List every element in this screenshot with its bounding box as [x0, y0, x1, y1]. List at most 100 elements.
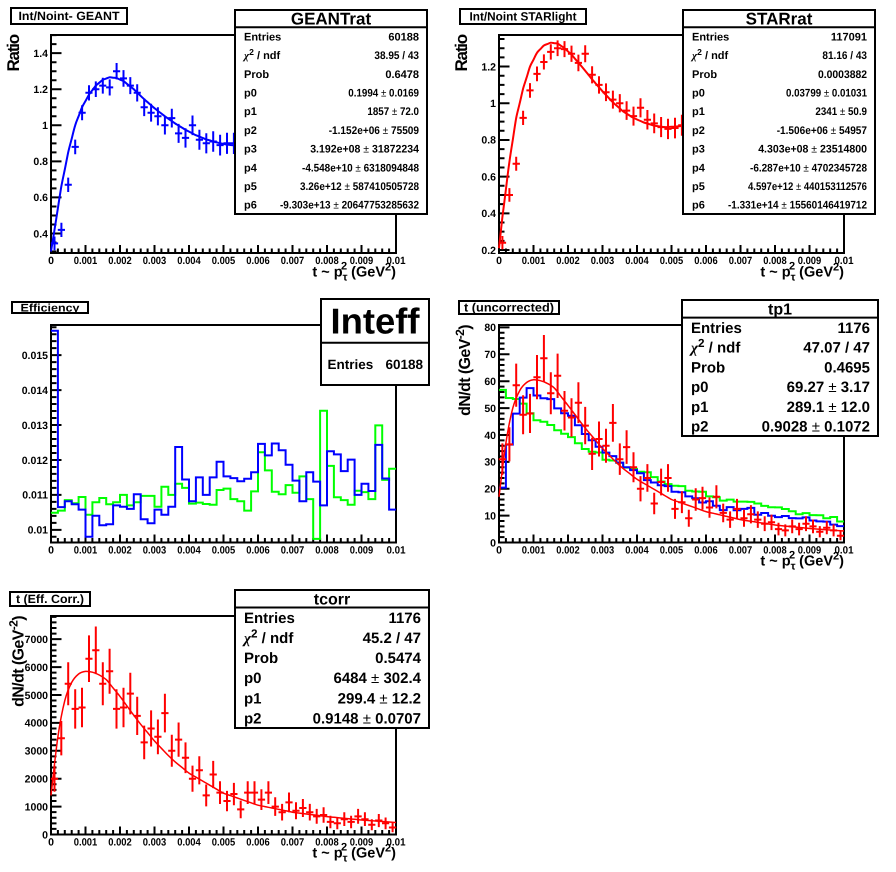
svg-text:Entries: Entries [244, 32, 281, 44]
svg-text:0: 0 [48, 837, 54, 849]
svg-text:GEANTrat: GEANTrat [291, 10, 372, 29]
svg-text:0.4695: 0.4695 [824, 359, 870, 376]
svg-text:117091: 117091 [831, 32, 867, 44]
svg-text:0.4: 0.4 [481, 208, 496, 220]
svg-text:47.07 / 47: 47.07 / 47 [803, 340, 870, 357]
svg-text:50: 50 [484, 403, 496, 415]
svg-text:1000: 1000 [25, 801, 49, 813]
svg-text:p1: p1 [692, 106, 705, 118]
svg-text:0.005: 0.005 [212, 837, 236, 849]
svg-text:0.006: 0.006 [694, 255, 718, 267]
svg-text:t ~ pτ2 (GeV2): t ~ pτ2 (GeV2) [760, 550, 844, 573]
svg-text:0.001: 0.001 [74, 255, 98, 267]
svg-text:4.303e+08 ± 23514800: 4.303e+08 ± 23514800 [758, 144, 867, 156]
svg-text:p0: p0 [244, 670, 262, 687]
svg-text:dN/dt (GeV-2): dN/dt (GeV-2) [453, 325, 474, 416]
svg-text:p0: p0 [692, 88, 705, 100]
svg-text:χ2 / ndf: χ2 / ndf [242, 627, 294, 647]
svg-text:2000: 2000 [25, 774, 49, 786]
svg-text:0.011: 0.011 [22, 490, 48, 502]
svg-text:Prob: Prob [244, 650, 278, 667]
svg-text:0.003: 0.003 [143, 837, 167, 849]
svg-text:0.002: 0.002 [108, 545, 132, 557]
svg-text:2341 ± 50.9: 2341 ± 50.9 [815, 106, 867, 118]
svg-text:p2: p2 [691, 419, 709, 436]
svg-text:0.007: 0.007 [281, 545, 305, 557]
svg-text:χ2 / ndf: χ2 / ndf [689, 337, 741, 357]
svg-text:0.001: 0.001 [522, 255, 546, 267]
svg-text:Entries: Entries [328, 357, 374, 372]
svg-text:1857 ± 72.0: 1857 ± 72.0 [367, 106, 419, 118]
svg-text:0.4: 0.4 [33, 228, 48, 240]
svg-text:60188: 60188 [388, 32, 419, 44]
svg-text:0.008: 0.008 [315, 545, 339, 557]
svg-text:0.004: 0.004 [177, 255, 201, 267]
svg-text:3.192e+08 ± 31872234: 3.192e+08 ± 31872234 [310, 144, 420, 156]
svg-text:0: 0 [48, 255, 54, 267]
svg-text:0.006: 0.006 [694, 545, 718, 557]
svg-text:1176: 1176 [388, 610, 421, 627]
svg-text:t (uncorrected): t (uncorrected) [464, 301, 554, 315]
svg-text:0.003: 0.003 [591, 255, 615, 267]
svg-text:p3: p3 [244, 144, 257, 156]
svg-text:0.002: 0.002 [556, 545, 580, 557]
svg-text:p2: p2 [244, 125, 257, 137]
svg-text:289.1 ± 12.0: 289.1 ± 12.0 [787, 399, 870, 416]
svg-text:0.002: 0.002 [556, 255, 580, 267]
svg-text:-1.506e+06 ± 54957: -1.506e+06 ± 54957 [777, 125, 867, 137]
svg-text:20: 20 [484, 484, 496, 496]
svg-text:χ2 / ndf: χ2 / ndf [690, 47, 729, 62]
svg-text:81.16 / 43: 81.16 / 43 [822, 50, 867, 62]
svg-text:0.9028 ± 0.1072: 0.9028 ± 0.1072 [762, 419, 870, 436]
svg-text:0.012: 0.012 [22, 455, 48, 467]
svg-text:-6.287e+10 ± 4702345728: -6.287e+10 ± 4702345728 [750, 162, 867, 174]
svg-text:0.008: 0.008 [315, 255, 339, 267]
svg-text:p5: p5 [692, 181, 705, 193]
svg-text:-1.331e+14 ± 15560146419712: -1.331e+14 ± 15560146419712 [728, 200, 867, 212]
svg-text:0.8: 0.8 [33, 156, 48, 168]
svg-text:p0: p0 [691, 379, 709, 396]
svg-text:Entries: Entries [244, 610, 295, 627]
svg-text:0.001: 0.001 [74, 545, 98, 557]
svg-text:7000: 7000 [25, 634, 49, 646]
svg-text:0.01: 0.01 [835, 545, 854, 557]
svg-text:Prob: Prob [244, 69, 269, 81]
svg-text:STARrat: STARrat [746, 10, 813, 29]
svg-text:tp1: tp1 [768, 302, 792, 319]
svg-text:p0: p0 [244, 88, 257, 100]
svg-text:40: 40 [484, 430, 496, 442]
svg-text:p2: p2 [244, 710, 262, 727]
svg-text:0.01: 0.01 [387, 837, 406, 849]
svg-text:0.007: 0.007 [729, 545, 753, 557]
svg-text:0.013: 0.013 [22, 420, 48, 432]
svg-text:Ratio: Ratio [4, 34, 23, 71]
svg-text:60: 60 [484, 376, 496, 388]
svg-text:p4: p4 [692, 162, 706, 174]
svg-text:p1: p1 [244, 106, 257, 118]
svg-text:0.007: 0.007 [281, 837, 305, 849]
svg-text:4000: 4000 [25, 718, 49, 730]
svg-text:0: 0 [48, 545, 54, 557]
svg-text:0.009: 0.009 [798, 545, 822, 557]
svg-text:45.2 / 47: 45.2 / 47 [363, 630, 421, 647]
svg-text:0.009: 0.009 [350, 545, 374, 557]
svg-text:t (Eff. Corr.): t (Eff. Corr.) [16, 592, 84, 606]
svg-text:0: 0 [496, 545, 502, 557]
svg-text:1176: 1176 [837, 320, 870, 337]
svg-text:0.01: 0.01 [387, 545, 406, 557]
svg-text:p1: p1 [691, 399, 709, 416]
svg-text:0.003: 0.003 [591, 545, 615, 557]
svg-text:299.4 ± 12.2: 299.4 ± 12.2 [338, 690, 421, 707]
svg-text:69.27 ± 3.17: 69.27 ± 3.17 [787, 379, 870, 396]
svg-text:-1.152e+06 ± 75509: -1.152e+06 ± 75509 [329, 125, 419, 137]
svg-text:0.5474: 0.5474 [375, 650, 422, 667]
svg-text:0.9148 ± 0.0707: 0.9148 ± 0.0707 [313, 710, 421, 727]
svg-text:Int/Noint STARlight: Int/Noint STARlight [470, 10, 577, 24]
svg-text:0.01: 0.01 [835, 255, 854, 267]
svg-text:0.007: 0.007 [729, 255, 753, 267]
svg-text:6000: 6000 [25, 662, 49, 674]
svg-text:p4: p4 [244, 162, 258, 174]
svg-text:Entries: Entries [691, 320, 742, 337]
svg-text:Prob: Prob [691, 359, 725, 376]
svg-text:0.008: 0.008 [315, 837, 339, 849]
